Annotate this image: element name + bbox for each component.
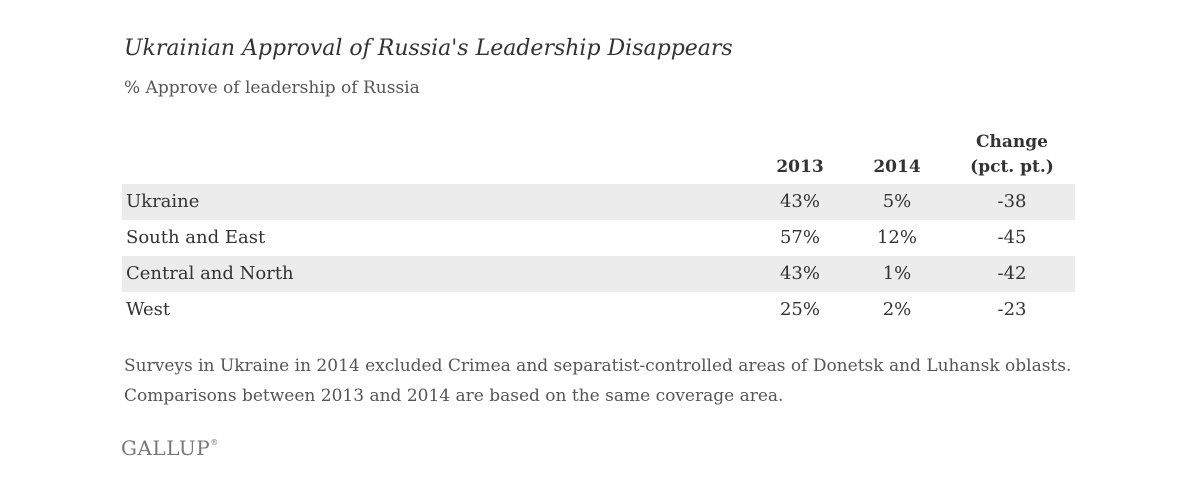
table-row-south-east: South and East 57% 12% -45 [122,220,1075,256]
cell-change: -42 [997,263,1027,284]
row-label: South and East [126,227,266,248]
logo-text: GALLUP [121,436,211,460]
table-header: 2013 2014 Change (pct. pt.) [122,128,1075,184]
cell-2013: 25% [779,299,820,320]
cell-2013: 43% [779,191,820,212]
header-2013: 2013 [776,157,824,177]
header-2014: 2014 [873,157,921,177]
row-label: Ukraine [126,191,200,212]
cell-2014: 2% [882,299,912,320]
row-label: Central and North [126,263,294,284]
footnote: Surveys in Ukraine in 2014 excluded Crim… [124,356,1072,406]
header-change-line1: Change [976,132,1048,152]
cell-2014: 12% [876,227,917,248]
row-label: West [126,299,171,320]
table-row-ukraine: Ukraine 43% 5% -38 [122,184,1075,220]
header-change: Change (pct. pt.) [957,130,1067,180]
header-change-line2: (pct. pt.) [970,157,1054,177]
cell-2013: 57% [779,227,820,248]
cell-change: -38 [997,191,1027,212]
cell-2014: 1% [882,263,912,284]
registered-mark: ® [210,438,219,447]
cell-change: -45 [997,227,1027,248]
table-row-central-north: Central and North 43% 1% -42 [122,256,1075,292]
chart-title: Ukrainian Approval of Russia's Leadershi… [124,36,733,61]
chart-subtitle: % Approve of leadership of Russia [124,78,420,98]
table-row-west: West 25% 2% -23 [122,292,1075,328]
gallup-logo: GALLUP® [121,436,219,460]
cell-2013: 43% [779,263,820,284]
data-table: 2013 2014 Change (pct. pt.) Ukraine 43% … [122,128,1075,328]
cell-change: -23 [997,299,1027,320]
cell-2014: 5% [882,191,912,212]
